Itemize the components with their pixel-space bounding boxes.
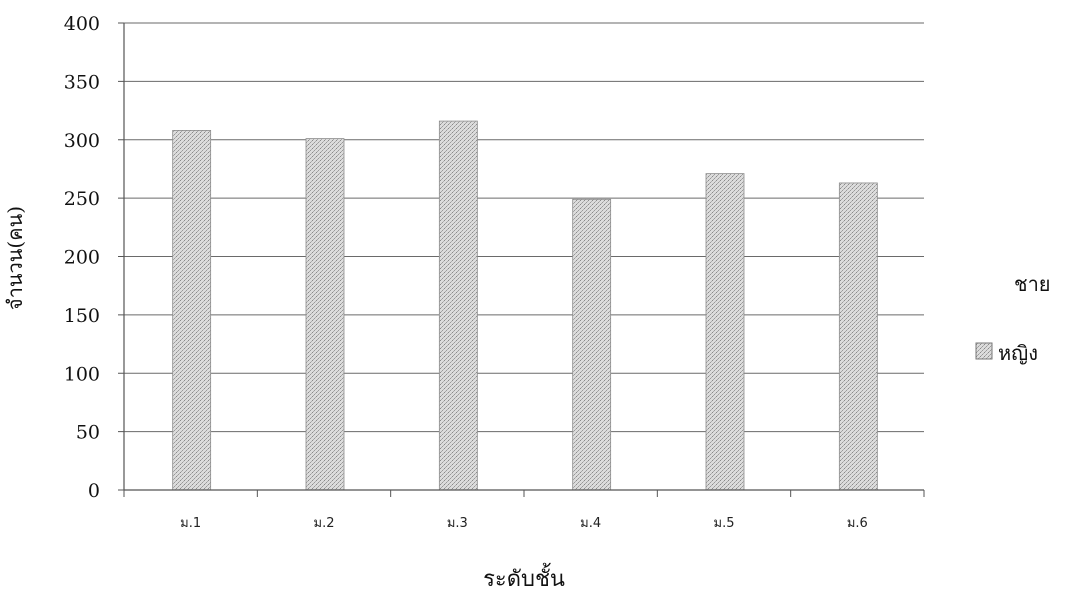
- y-axis-title: จำนวน(คน): [3, 206, 27, 310]
- y-tick-label: 400: [64, 13, 100, 35]
- bar-female-5: [705, 173, 745, 491]
- bars: [172, 120, 878, 491]
- x-tick-label: ม.4: [580, 516, 601, 531]
- y-tick-label: 50: [76, 422, 100, 444]
- legend: ชาย หญิง: [975, 272, 1051, 365]
- x-tick-label: ม.6: [847, 516, 868, 531]
- x-tick-label: ม.3: [447, 516, 468, 531]
- y-tick-label: 250: [64, 188, 100, 210]
- bar-female-2: [305, 138, 345, 491]
- bar-female-3: [438, 120, 478, 491]
- legend-label-female: หญิง: [998, 341, 1038, 365]
- y-tick-label: 0: [88, 480, 100, 502]
- x-tick-label: ม.1: [180, 516, 201, 531]
- y-tick-label: 100: [64, 363, 100, 385]
- axes: [118, 22, 925, 497]
- y-tick-label: 200: [64, 247, 100, 269]
- x-axis-title: ระดับชั้น: [483, 563, 565, 592]
- x-tick-labels: ม.1 ม.2 ม.3 ม.4 ม.5 ม.6: [180, 516, 868, 531]
- y-tick-label: 300: [64, 130, 100, 152]
- gridlines: [124, 22, 924, 433]
- legend-swatch-female: [975, 342, 993, 360]
- x-tick-label: ม.2: [314, 516, 335, 531]
- x-tick-label: ม.5: [714, 516, 735, 531]
- bar-female-6: [838, 182, 878, 491]
- bar-female-1: [172, 130, 212, 491]
- y-tick-label: 150: [64, 305, 100, 327]
- y-tick-labels: 0 50 100 150 200 250 300 350 400: [64, 13, 100, 502]
- legend-label-male: ชาย: [1014, 272, 1051, 296]
- bar-female-4: [572, 198, 612, 491]
- y-tick-label: 350: [64, 71, 100, 93]
